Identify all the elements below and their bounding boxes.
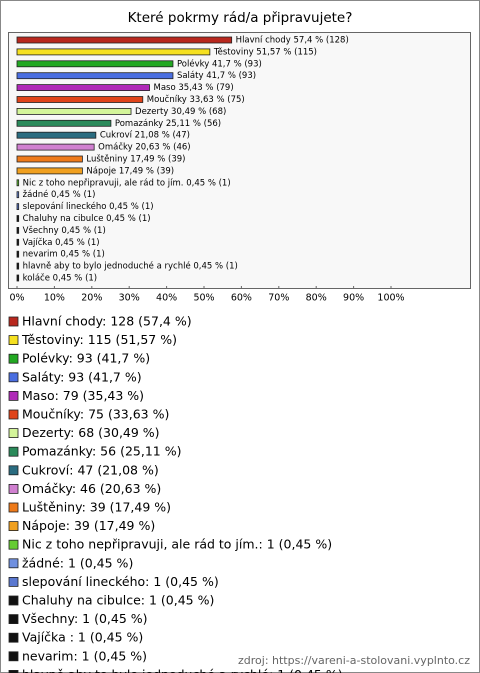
bar-label: Hlavní chody 57,4 % (128) <box>236 36 349 46</box>
bar <box>16 238 20 246</box>
x-tick-label: 40% <box>156 293 177 304</box>
x-tick-label: 90% <box>343 293 364 304</box>
x-tick-label: 20% <box>81 293 102 304</box>
bar-label: Těstoviny 51,57 % (115) <box>213 47 317 57</box>
legend-label: Maso: 79 (35,43 %) <box>22 388 144 403</box>
legend-label: slepování lineckého: 1 (0,45 %) <box>22 574 219 589</box>
x-tick-label: 10% <box>44 293 65 304</box>
legend-label: Nápoje: 39 (17,49 %) <box>22 518 155 533</box>
bar-label: hlavně aby to bylo jednoduché a rychlé 0… <box>23 261 238 272</box>
bar <box>16 84 150 91</box>
x-tick-label: 50% <box>193 293 214 304</box>
legend-label: Dezerty: 68 (30,49 %) <box>22 425 160 440</box>
bar-label: Nápoje 17,49 % (39) <box>86 166 174 176</box>
bar-label: Vajíčka 0,45 % (1) <box>23 237 100 248</box>
legend-label: žádné: 1 (0,45 %) <box>22 555 133 570</box>
legend-label: Cukroví: 47 (21,08 %) <box>22 462 159 477</box>
source: zdroj: https://vareni-a-stolovani.vyplnt… <box>238 654 470 667</box>
chart-title: Které pokrmy rád/a připravujete? <box>128 10 353 26</box>
legend-label: Hlavní chody: 128 (57,4 %) <box>22 314 192 329</box>
x-tick-label: 0% <box>9 293 24 304</box>
bar <box>16 143 95 151</box>
bar <box>16 48 211 56</box>
legend-swatch <box>8 372 19 383</box>
bar <box>16 108 132 115</box>
legend-label: Moučníky: 75 (33,63 %) <box>22 407 169 422</box>
legend-swatch <box>8 521 19 531</box>
legend-label: Omáčky: 46 (20,63 %) <box>22 481 161 496</box>
legend-swatch <box>8 316 19 327</box>
legend-swatch <box>8 353 19 364</box>
legend-label: Polévky: 93 (41,7 %) <box>22 351 150 366</box>
legend-label: Vajíčka : 1 (0,45 %) <box>22 630 143 645</box>
bar <box>16 36 233 44</box>
bar <box>16 274 20 282</box>
bar-label: nevarim 0,45 % (1) <box>23 250 105 260</box>
bar-label: koláče 0,45 % (1) <box>23 273 97 284</box>
legend-swatch <box>8 651 19 662</box>
bar-label: Moučníky 33,63 % (75) <box>147 94 245 105</box>
legend-swatch <box>8 428 19 439</box>
bar-label: Omáčky 20,63 % (46) <box>98 142 190 153</box>
bar <box>16 155 83 163</box>
x-tick-label: 60% <box>231 293 252 304</box>
legend-swatch <box>8 595 19 606</box>
x-tick-label: 30% <box>119 293 140 304</box>
bar <box>16 167 83 175</box>
legend-swatch <box>8 390 19 401</box>
legend-swatch <box>8 502 19 513</box>
legend-swatch <box>8 558 19 569</box>
bar <box>16 203 20 211</box>
bar <box>16 72 174 80</box>
bar-label: Polévky 41,7 % (93) <box>177 58 262 69</box>
bar-label: Dezerty 30,49 % (68) <box>135 107 226 117</box>
legend-label: Pomazánky: 56 (25,11 %) <box>22 444 181 459</box>
bar-label: Nic z toho nepřipravuji, ale rád to jím.… <box>23 178 231 188</box>
bar-label: Saláty 41,7 % (93) <box>177 71 256 81</box>
legend-label: Těstoviny: 115 (51,57 %) <box>21 332 177 347</box>
bar-label: Luštěniny 17,49 % (39) <box>86 154 185 165</box>
legend-label: Chaluhy na cibulce: 1 (0,45 %) <box>22 593 214 608</box>
bar <box>16 96 144 103</box>
bar <box>16 191 20 199</box>
bar <box>16 131 97 139</box>
legend-label: Luštěniny: 39 (17,49 %) <box>22 500 171 515</box>
legend-swatch <box>8 465 19 476</box>
legend-swatch <box>8 577 19 587</box>
legend-label: Saláty: 93 (41,7 %) <box>22 369 142 384</box>
bar <box>16 179 20 187</box>
legend-label: nevarim: 1 (0,45 %) <box>22 648 147 663</box>
bar <box>16 60 174 68</box>
bar-label: Všechny 0,45 % (1) <box>23 225 106 236</box>
bar <box>16 262 20 270</box>
legend-swatch <box>8 409 19 420</box>
legend-swatch <box>8 670 19 673</box>
x-tick-label: 100% <box>377 293 404 304</box>
legend-swatch <box>8 446 19 457</box>
bar <box>16 250 20 258</box>
bar <box>16 119 112 127</box>
legend-swatch <box>8 632 19 643</box>
legend-swatch <box>8 335 19 346</box>
bar <box>16 226 20 234</box>
bar-label: Pomazánky 25,11 % (56) <box>115 119 221 129</box>
x-tick-label: 70% <box>268 293 289 304</box>
legend-swatch <box>8 614 19 624</box>
x-tick-label: 80% <box>306 293 327 304</box>
bar-label: Cukroví 21,08 % (47) <box>100 131 190 141</box>
legend-label: Nic z toho nepřipravuji, ale rád to jím.… <box>22 537 332 552</box>
bar-label: Chaluhy na cibulce 0,45 % (1) <box>23 214 151 224</box>
bar-label: žádné 0,45 % (1) <box>23 189 96 200</box>
bar-label: Maso 35,43 % (79) <box>154 83 234 93</box>
bar-label: slepování lineckého 0,45 % (1) <box>23 201 154 212</box>
bar <box>16 215 20 222</box>
legend-swatch <box>8 483 19 494</box>
legend-label: hlavně aby to bylo jednoduché a rychlé: … <box>22 667 343 673</box>
legend-label: Všechny: 1 (0,45 %) <box>22 611 148 626</box>
legend-swatch <box>8 539 19 550</box>
